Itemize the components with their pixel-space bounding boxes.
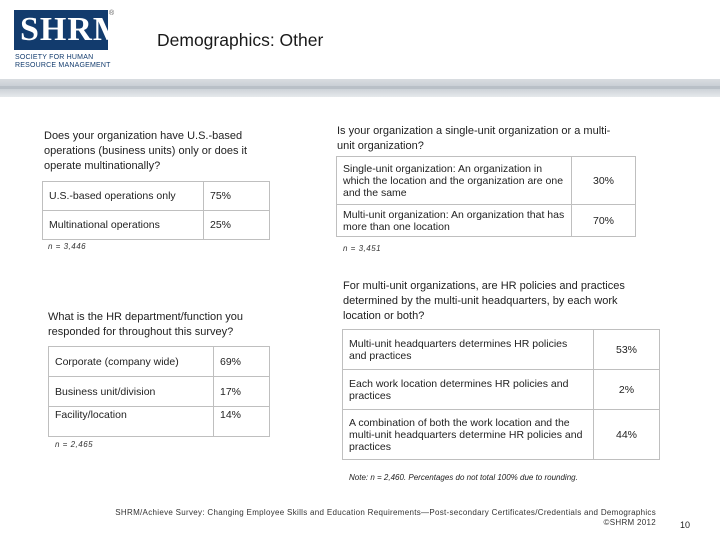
table-row: Multi-unit headquarters determines HR po…: [342, 329, 660, 370]
q4-table: Multi-unit headquarters determines HR po…: [342, 329, 660, 460]
q3-table: Single-unit organization: An organizatio…: [336, 156, 636, 237]
q4-note: Note: n = 2,460. Percentages do not tota…: [349, 473, 578, 482]
q2-row2-label: Business unit/division: [48, 376, 214, 407]
q3-row1-label: Single-unit organization: An organizatio…: [336, 156, 572, 205]
q3-row2-value: 70%: [571, 204, 636, 237]
q4-row3-value: 44%: [593, 409, 660, 460]
shrm-logo: SHRM ® SOCIETY FOR HUMAN RESOURCE MANAGE…: [14, 10, 125, 72]
q2-row3-label: Facility/location: [48, 406, 214, 437]
q1-table: U.S.-based operations only 75% Multinati…: [42, 181, 270, 240]
q3-row2-label: Multi-unit organization: An organization…: [336, 204, 572, 237]
q3-n-note: n = 3,451: [343, 244, 382, 253]
header-band-stripe: [0, 86, 720, 89]
q3-row1-value: 30%: [571, 156, 636, 205]
q2-row1-label: Corporate (company wide): [48, 346, 214, 377]
q2-question: What is the HR department/function you r…: [48, 311, 244, 338]
q1-n-note: n = 3,446: [48, 242, 87, 251]
table-row: Corporate (company wide) 69%: [48, 346, 270, 377]
q4-row3-label: A combination of both the work location …: [342, 409, 594, 460]
footer-copyright: ©SHRM 2012: [603, 518, 656, 527]
logo-tagline: SOCIETY FOR HUMAN RESOURCE MANAGEMENT: [15, 54, 113, 69]
table-row: Multi-unit organization: An organization…: [336, 204, 636, 237]
q4-question: For multi-unit organizations, are HR pol…: [343, 280, 625, 322]
table-row: U.S.-based operations only 75%: [42, 181, 270, 211]
logo-registered-mark: ®: [109, 10, 115, 17]
q4-row2-label: Each work location determines HR policie…: [342, 369, 594, 410]
q4-row2-value: 2%: [593, 369, 660, 410]
footer-source: SHRM/Achieve Survey: Changing Employee S…: [115, 508, 656, 517]
q4-row1-label: Multi-unit headquarters determines HR po…: [342, 329, 594, 370]
q2-n-note: n = 2,465: [55, 440, 94, 449]
q2-row2-value: 17%: [213, 376, 270, 407]
table-row: Multinational operations 25%: [42, 210, 270, 240]
logo-tagline-line2: RESOURCE MANAGEMENT: [15, 61, 111, 69]
table-row: Facility/location 14%: [48, 406, 270, 437]
footer: SHRM/Achieve Survey: Changing Employee S…: [90, 508, 656, 527]
logo-tagline-line1: SOCIETY FOR HUMAN: [15, 54, 94, 61]
table-row: Single-unit organization: An organizatio…: [336, 156, 636, 205]
q2-table: Corporate (company wide) 69% Business un…: [48, 346, 270, 437]
q1-row1-label: U.S.-based operations only: [42, 181, 204, 211]
logo-box: SHRM: [14, 10, 125, 50]
table-row: A combination of both the work location …: [342, 409, 660, 460]
q1-question: Does your organization have U.S.-based o…: [44, 130, 247, 172]
q2-row1-value: 69%: [213, 346, 270, 377]
q4-row1-value: 53%: [593, 329, 660, 370]
q1-row2-label: Multinational operations: [42, 210, 204, 240]
table-row: Business unit/division 17%: [48, 376, 270, 407]
table-row: Each work location determines HR policie…: [342, 369, 660, 410]
q2-row3-value: 14%: [213, 406, 270, 437]
q3-question: Is your organization a single-unit organ…: [337, 125, 611, 152]
q1-row2-value: 25%: [203, 210, 270, 240]
page-title: Demographics: Other: [157, 30, 324, 50]
logo-wordmark: SHRM: [20, 11, 126, 48]
page-number: 10: [680, 520, 691, 530]
q1-row1-value: 75%: [203, 181, 270, 211]
